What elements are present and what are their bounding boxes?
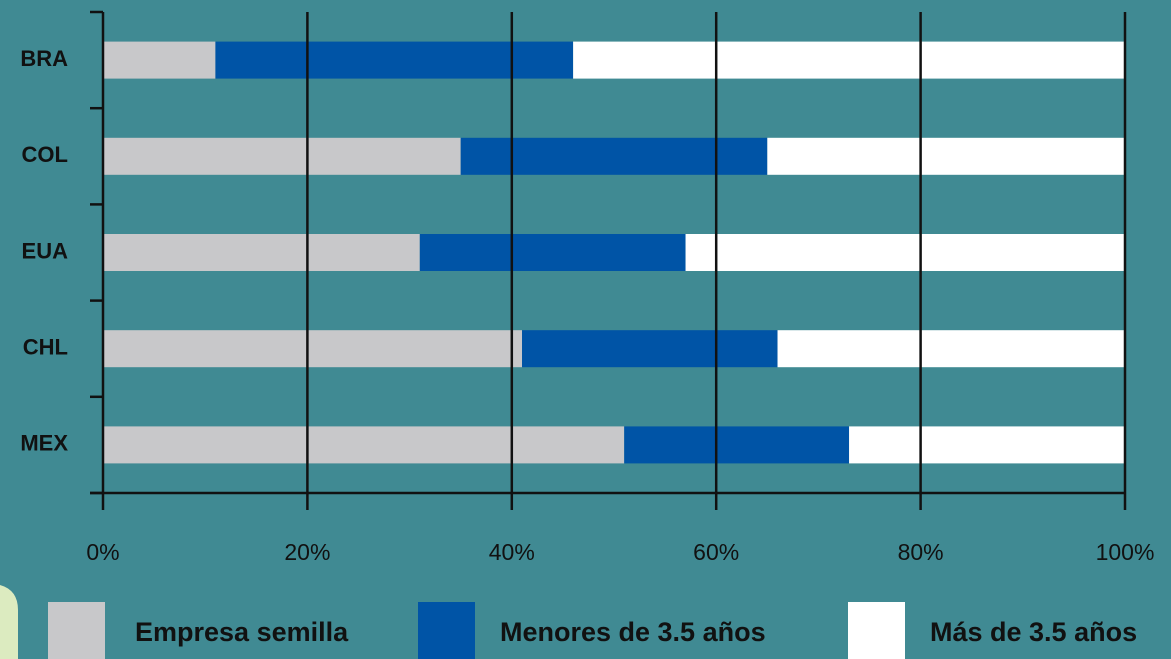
x-tick-label: 60% (693, 539, 739, 565)
bar-segment (767, 137, 1125, 175)
bar-segment (522, 330, 778, 368)
bar-segment (215, 41, 574, 79)
legend-label: Menores de 3.5 años (500, 617, 766, 647)
legend-swatch (418, 602, 475, 659)
bar-segment (777, 330, 1125, 368)
x-tick-label: 20% (284, 539, 330, 565)
bar-segment (103, 137, 461, 175)
legend-swatch (48, 602, 105, 659)
bar-segment (103, 330, 523, 368)
legend-label: Empresa semilla (135, 617, 349, 647)
bar-segment (103, 41, 216, 79)
bar-segment (573, 41, 1125, 79)
bar-segment (849, 426, 1125, 464)
y-tick-label: BRA (20, 46, 68, 71)
legend-swatch (848, 602, 905, 659)
legend-label: Más de 3.5 años (930, 617, 1137, 647)
y-tick-label: MEX (20, 431, 68, 456)
bar-segment (624, 426, 850, 464)
y-tick-label: CHL (23, 335, 68, 360)
x-tick-label: 80% (898, 539, 944, 565)
x-tick-label: 100% (1096, 539, 1155, 565)
decoration (0, 585, 18, 659)
y-tick-label: EUA (22, 238, 69, 263)
bar-segment (103, 234, 420, 271)
bar-segment (460, 137, 768, 175)
bar-segment (419, 234, 686, 271)
bar-segment (685, 234, 1125, 271)
x-tick-label: 0% (86, 539, 119, 565)
x-tick-label: 40% (489, 539, 535, 565)
y-tick-label: COL (22, 142, 68, 167)
bar-segment (103, 426, 625, 464)
